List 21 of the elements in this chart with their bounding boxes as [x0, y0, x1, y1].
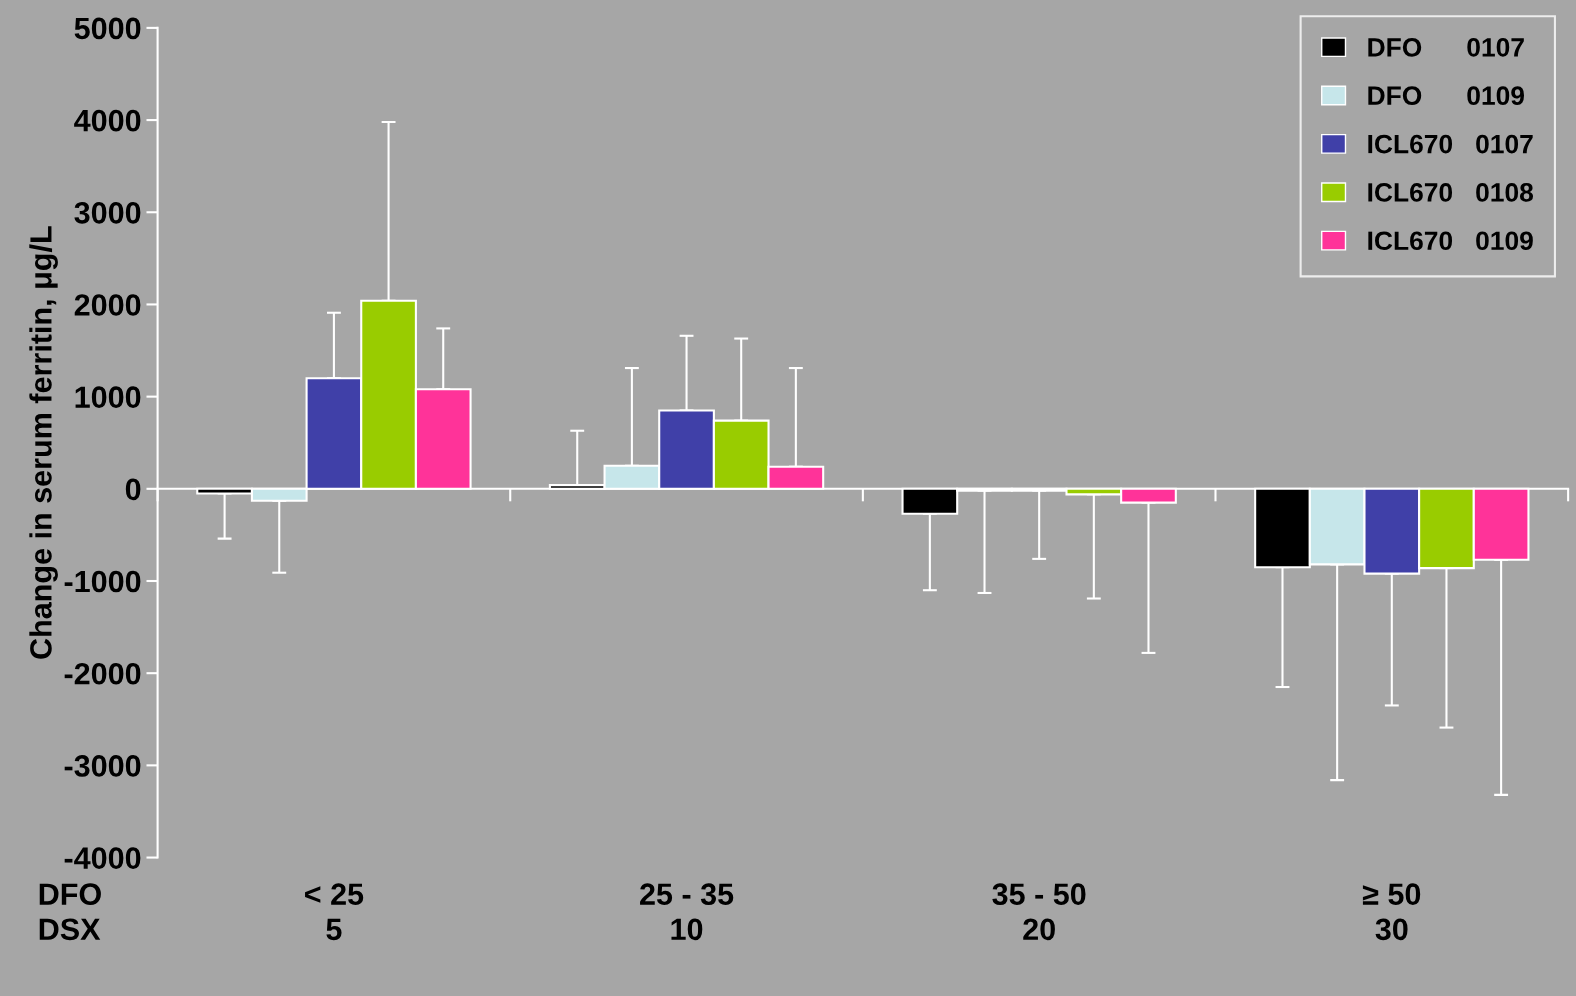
y-tick-label: -4000	[64, 847, 141, 869]
legend-label: ICL670 0108	[1368, 183, 1534, 202]
y-tick-label: 5000	[74, 17, 141, 40]
x-tick-label: < 25 5	[305, 883, 364, 941]
legend-label: ICL670 0109	[1368, 231, 1533, 251]
y-tick-label: 3000	[74, 201, 141, 224]
text: DFO DSX	[39, 883, 101, 941]
legend-label: DFO 0107	[1368, 38, 1524, 57]
y-tick-label: -3000	[64, 755, 141, 777]
y-tick-label: 0	[125, 478, 141, 501]
x-tick-label: 25 - 35 10	[640, 883, 734, 941]
y-tick-label: 1000	[75, 386, 141, 408]
legend-label: ICL670 0107	[1368, 134, 1533, 154]
y-tick-label: -1000	[64, 570, 141, 593]
legend-label: DFO 0109	[1368, 86, 1525, 106]
y-tick-label: 2000	[74, 294, 141, 316]
x-tick-label: 35 - 50 20	[992, 883, 1086, 941]
x-tick-label: ≥ 50 30	[1362, 883, 1421, 941]
y-tick-label: 4000	[74, 109, 141, 132]
y-axis-title: Change in serum ferritin, μg/L	[29, 226, 58, 659]
y-tick-label: -2000	[64, 662, 141, 685]
